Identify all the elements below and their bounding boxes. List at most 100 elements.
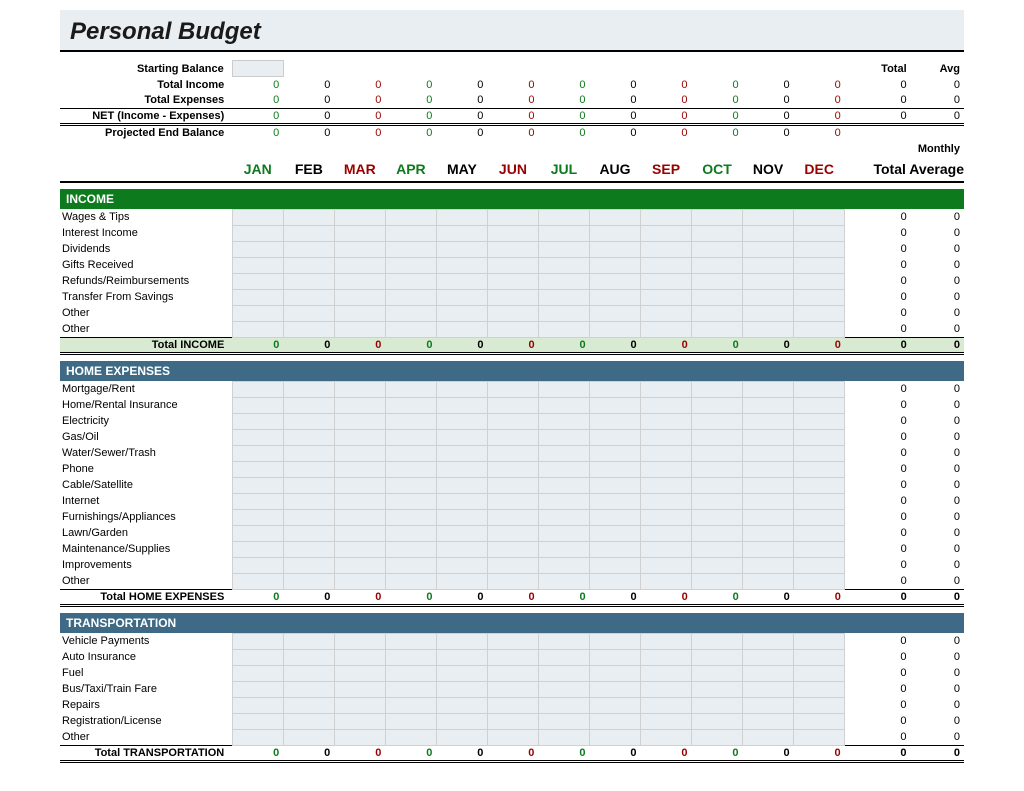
input-home-2-DEC[interactable] [794, 413, 845, 429]
input-income-4-FEB[interactable] [283, 273, 334, 289]
input-home-1-FEB[interactable] [283, 397, 334, 413]
input-income-2-DEC[interactable] [794, 241, 845, 257]
input-home-10-MAR[interactable] [334, 541, 385, 557]
input-transportation-1-MAY[interactable] [436, 649, 487, 665]
input-home-5-DEC[interactable] [794, 461, 845, 477]
input-home-12-APR[interactable] [385, 573, 436, 589]
input-home-9-NOV[interactable] [743, 525, 794, 541]
input-home-7-JUL[interactable] [539, 493, 590, 509]
input-home-1-JUL[interactable] [539, 397, 590, 413]
input-transportation-1-JUL[interactable] [538, 649, 589, 665]
input-home-6-FEB[interactable] [283, 477, 334, 493]
input-income-5-DEC[interactable] [794, 289, 845, 305]
input-transportation-4-OCT[interactable] [692, 697, 743, 713]
input-transportation-5-MAR[interactable] [334, 713, 385, 729]
input-transportation-2-SEP[interactable] [640, 665, 691, 681]
input-home-4-MAR[interactable] [334, 445, 385, 461]
input-home-3-FEB[interactable] [283, 429, 334, 445]
input-income-6-JUL[interactable] [539, 305, 590, 321]
input-home-6-JUL[interactable] [539, 477, 590, 493]
input-home-6-NOV[interactable] [743, 477, 794, 493]
input-home-11-OCT[interactable] [692, 557, 743, 573]
input-transportation-0-MAY[interactable] [436, 633, 487, 649]
input-transportation-4-MAR[interactable] [334, 697, 385, 713]
input-transportation-5-JUL[interactable] [538, 713, 589, 729]
input-transportation-4-SEP[interactable] [640, 697, 691, 713]
input-home-6-JUN[interactable] [488, 477, 539, 493]
input-income-5-AUG[interactable] [590, 289, 641, 305]
input-income-6-MAY[interactable] [436, 305, 487, 321]
input-income-3-DEC[interactable] [794, 257, 845, 273]
input-home-8-FEB[interactable] [283, 509, 334, 525]
input-transportation-4-JAN[interactable] [232, 697, 283, 713]
input-home-4-NOV[interactable] [743, 445, 794, 461]
input-home-0-NOV[interactable] [743, 381, 794, 397]
input-home-9-MAR[interactable] [334, 525, 385, 541]
input-home-5-AUG[interactable] [590, 461, 641, 477]
input-transportation-3-SEP[interactable] [640, 681, 691, 697]
input-income-3-AUG[interactable] [590, 257, 641, 273]
input-transportation-6-APR[interactable] [385, 729, 436, 745]
input-transportation-2-NOV[interactable] [743, 665, 794, 681]
input-home-7-FEB[interactable] [283, 493, 334, 509]
input-transportation-3-JUN[interactable] [487, 681, 538, 697]
input-income-4-SEP[interactable] [641, 273, 692, 289]
input-income-1-SEP[interactable] [641, 225, 692, 241]
input-home-5-MAY[interactable] [436, 461, 487, 477]
input-home-10-AUG[interactable] [590, 541, 641, 557]
input-home-4-DEC[interactable] [794, 445, 845, 461]
input-income-0-DEC[interactable] [794, 209, 845, 225]
input-transportation-1-APR[interactable] [385, 649, 436, 665]
input-transportation-5-JUN[interactable] [487, 713, 538, 729]
input-home-2-MAY[interactable] [436, 413, 487, 429]
input-home-0-SEP[interactable] [641, 381, 692, 397]
input-transportation-6-DEC[interactable] [794, 729, 845, 745]
input-home-9-OCT[interactable] [692, 525, 743, 541]
input-transportation-1-JAN[interactable] [232, 649, 283, 665]
input-income-0-FEB[interactable] [283, 209, 334, 225]
input-income-5-JUL[interactable] [539, 289, 590, 305]
input-home-11-APR[interactable] [385, 557, 436, 573]
input-income-2-APR[interactable] [385, 241, 436, 257]
input-home-4-FEB[interactable] [283, 445, 334, 461]
input-home-0-MAY[interactable] [436, 381, 487, 397]
input-transportation-3-JAN[interactable] [232, 681, 283, 697]
input-home-2-FEB[interactable] [283, 413, 334, 429]
input-income-2-MAY[interactable] [436, 241, 487, 257]
input-income-0-NOV[interactable] [743, 209, 794, 225]
input-home-12-MAR[interactable] [334, 573, 385, 589]
input-home-12-MAY[interactable] [436, 573, 487, 589]
input-home-11-SEP[interactable] [641, 557, 692, 573]
input-income-4-MAR[interactable] [334, 273, 385, 289]
input-home-8-MAY[interactable] [436, 509, 487, 525]
input-income-2-AUG[interactable] [590, 241, 641, 257]
input-home-10-OCT[interactable] [692, 541, 743, 557]
input-home-4-JUN[interactable] [488, 445, 539, 461]
input-income-3-APR[interactable] [385, 257, 436, 273]
input-transportation-3-OCT[interactable] [692, 681, 743, 697]
input-transportation-0-JAN[interactable] [232, 633, 283, 649]
input-income-1-JUN[interactable] [488, 225, 539, 241]
input-transportation-3-JUL[interactable] [538, 681, 589, 697]
input-home-7-DEC[interactable] [794, 493, 845, 509]
input-transportation-6-AUG[interactable] [589, 729, 640, 745]
input-income-7-JUL[interactable] [539, 321, 590, 337]
input-home-10-APR[interactable] [385, 541, 436, 557]
input-transportation-3-DEC[interactable] [794, 681, 845, 697]
input-transportation-6-JAN[interactable] [232, 729, 283, 745]
input-income-5-APR[interactable] [385, 289, 436, 305]
input-home-4-MAY[interactable] [436, 445, 487, 461]
input-transportation-0-MAR[interactable] [334, 633, 385, 649]
input-income-6-MAR[interactable] [334, 305, 385, 321]
input-income-5-MAR[interactable] [334, 289, 385, 305]
input-transportation-4-NOV[interactable] [743, 697, 794, 713]
input-home-9-MAY[interactable] [436, 525, 487, 541]
input-transportation-5-OCT[interactable] [692, 713, 743, 729]
input-home-1-MAY[interactable] [436, 397, 487, 413]
input-transportation-1-FEB[interactable] [283, 649, 334, 665]
input-income-0-JUN[interactable] [488, 209, 539, 225]
input-home-5-APR[interactable] [385, 461, 436, 477]
input-transportation-1-SEP[interactable] [640, 649, 691, 665]
input-home-8-JUN[interactable] [488, 509, 539, 525]
input-home-0-FEB[interactable] [283, 381, 334, 397]
